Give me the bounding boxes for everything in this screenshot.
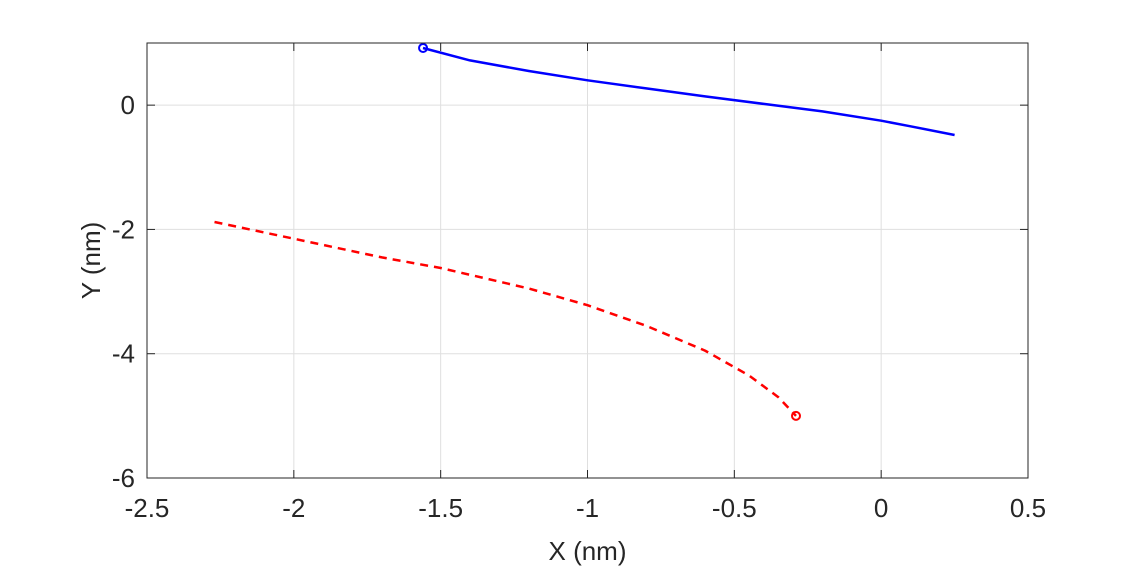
series-2-end-marker <box>791 410 802 421</box>
y-tick-label: -2 <box>112 214 135 244</box>
y-axis-label: Y (nm) <box>76 222 106 300</box>
series-2-line <box>214 220 797 417</box>
x-tick-label: -1 <box>576 493 599 523</box>
x-axis-label: X (nm) <box>549 536 627 566</box>
series-1-line <box>422 46 955 137</box>
x-tick-label: -2 <box>282 493 305 523</box>
x-tick-label: -0.5 <box>712 493 757 523</box>
y-tick-label: -4 <box>112 339 135 369</box>
x-tick-label: -2.5 <box>125 493 170 523</box>
y-tick-label: 0 <box>121 90 135 120</box>
series-1-start-marker <box>418 42 429 53</box>
x-tick-label: 0.5 <box>1010 493 1046 523</box>
y-tick-label: -6 <box>112 463 135 493</box>
tick-labels: -2.5 -2 -1.5 -1 -0.5 0 0.5 -6 -4 -2 0 <box>112 90 1046 523</box>
grid-lines <box>147 43 1028 478</box>
series-group <box>214 42 955 421</box>
x-tick-label: -1.5 <box>418 493 463 523</box>
x-tick-label: 0 <box>874 493 888 523</box>
axis-ticks <box>146 43 1029 479</box>
